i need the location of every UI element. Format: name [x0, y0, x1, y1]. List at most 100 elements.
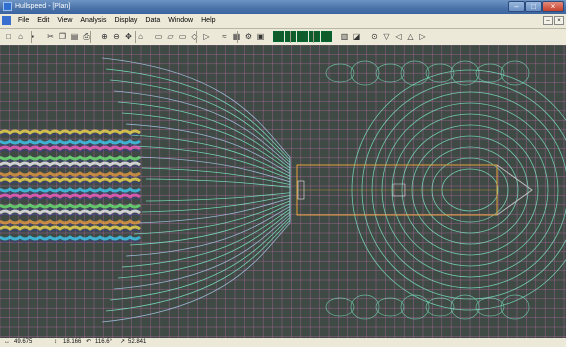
ripple-contour: [325, 297, 355, 317]
nav-a-icon[interactable]: ⊙: [371, 32, 378, 41]
close-button[interactable]: ×: [542, 1, 564, 12]
view-section-icon[interactable]: ▷: [203, 32, 210, 41]
home-icon[interactable]: ⌂: [138, 32, 143, 41]
wake-band: [0, 213, 141, 217]
new-icon[interactable]: □: [6, 32, 11, 41]
distance-icon: ↗: [120, 339, 126, 345]
wake-contour: [129, 134, 291, 246]
mdi-minimize-button[interactable]: –: [543, 16, 553, 25]
menu-view[interactable]: View: [57, 17, 73, 24]
window-title: Hullspeed - [Plan]: [15, 3, 71, 10]
table-icon[interactable]: ▦: [231, 31, 242, 42]
render-icon[interactable]: ▣: [256, 32, 265, 41]
y-coordinate: 18.166: [63, 339, 82, 345]
stern-marker: [297, 180, 305, 200]
ripple-contour: [400, 294, 430, 320]
wake-band: [0, 149, 141, 153]
toolbar-separator: [31, 31, 32, 43]
menu-window[interactable]: Window: [168, 17, 194, 24]
wave-icon[interactable]: ≈: [222, 32, 227, 41]
x-coordinate: 49.675: [14, 339, 33, 345]
status-bar: ↔ 49.675 ↕ 18.166 ↶ 116.6° ↗ 52.841: [0, 338, 566, 347]
ripple-contour: [350, 294, 380, 320]
distance-readout: 52.841: [128, 339, 147, 345]
minimize-button[interactable]: –: [508, 1, 525, 12]
plan-view-canvas[interactable]: [0, 44, 566, 338]
contour-plot: [0, 44, 566, 338]
wake-band: [0, 129, 141, 135]
ripple-contour: [500, 60, 530, 86]
cut-icon[interactable]: ✂: [47, 32, 54, 41]
wake-band: [0, 165, 141, 169]
wake-contour: [101, 57, 291, 323]
app-icon: [3, 2, 12, 11]
toolbar-separator: [290, 31, 291, 43]
wake-band: [0, 223, 141, 227]
document-icon[interactable]: [2, 16, 11, 25]
open-icon[interactable]: ⌂: [18, 32, 23, 41]
wake-band: [0, 239, 141, 243]
wake-band: [0, 139, 141, 145]
wake-band: [0, 191, 141, 195]
wake-band: [0, 133, 141, 137]
nav-b-icon[interactable]: ▽: [383, 32, 390, 41]
color-d-icon[interactable]: [309, 31, 320, 42]
menu-edit[interactable]: Edit: [37, 17, 50, 24]
ripple-contour: [475, 297, 505, 317]
wake-contour: [133, 145, 291, 235]
menu-file[interactable]: File: [18, 17, 30, 24]
nav-c-icon[interactable]: ◁: [395, 32, 402, 41]
pan-icon[interactable]: ✥: [125, 32, 132, 41]
wake-band: [0, 177, 141, 183]
wake-band: [0, 161, 141, 167]
toolbar: □ ⌂ ▪ ✂ ❐▤ ⎙ ⊕ ⊖ ✥ ⌂ ▭ ▱ ▭ ◇ ▷ ≈ ▦⚙▣ ▥◪ ⊙ ▽ ◁ △ ▷: [0, 29, 566, 46]
graph-icon[interactable]: ▥: [340, 32, 349, 41]
wake-band: [0, 155, 141, 161]
settings-icon[interactable]: ⚙: [244, 32, 253, 41]
menu-data[interactable]: Data: [145, 17, 161, 24]
menu-help[interactable]: Help: [201, 17, 216, 24]
bow-outline: [496, 164, 533, 216]
color-a-icon[interactable]: [273, 31, 284, 42]
view-body-icon[interactable]: ▭: [178, 32, 187, 41]
view-plan-icon[interactable]: ▭: [154, 32, 163, 41]
maximize-button[interactable]: □: [525, 1, 542, 12]
paste-icon[interactable]: ▤: [70, 32, 79, 41]
view-3d-icon[interactable]: ◇: [191, 32, 198, 41]
wake-band: [0, 171, 141, 177]
wake-band: [0, 229, 141, 233]
wake-contour: [145, 178, 291, 202]
ripple-contour: [450, 60, 480, 86]
y-coordinate-icon: ↕: [54, 339, 57, 345]
mdi-close-button[interactable]: ×: [554, 16, 564, 25]
zoom-out-icon[interactable]: ⊖: [113, 32, 120, 41]
title-bar: Hullspeed - [Plan] – □ ×: [0, 0, 566, 14]
ripple-contour: [400, 60, 430, 86]
wake-band: [0, 193, 141, 199]
save-icon[interactable]: ▪: [31, 32, 34, 41]
copy-icon[interactable]: ❐: [58, 32, 67, 41]
wake-band: [0, 203, 141, 209]
toolbar-separator: [135, 31, 136, 43]
color-c-icon[interactable]: [297, 31, 308, 42]
midship-marker: [392, 183, 406, 197]
ripple-contour: [450, 294, 480, 320]
color-e-icon[interactable]: [321, 31, 332, 42]
menu-bar: File Edit View Analysis Display Data Win…: [0, 14, 566, 29]
angle-icon: ↶: [86, 339, 92, 345]
wake-band: [0, 235, 141, 241]
menu-display[interactable]: Display: [114, 17, 138, 24]
wake-band: [0, 145, 141, 151]
print-icon[interactable]: ⎙: [83, 32, 90, 41]
toolbar-separator: [313, 31, 314, 43]
nav-e-icon[interactable]: ▷: [419, 32, 426, 41]
wake-band: [0, 187, 141, 193]
toolbar-separator: [237, 31, 238, 43]
wake-band: [0, 225, 141, 231]
chart-icon[interactable]: ◪: [352, 32, 361, 41]
menu-analysis[interactable]: Analysis: [80, 17, 107, 24]
view-profile-icon[interactable]: ▱: [167, 32, 174, 41]
nav-d-icon[interactable]: △: [407, 32, 414, 41]
zoom-in-icon[interactable]: ⊕: [101, 32, 108, 41]
wake-band: [0, 159, 141, 163]
